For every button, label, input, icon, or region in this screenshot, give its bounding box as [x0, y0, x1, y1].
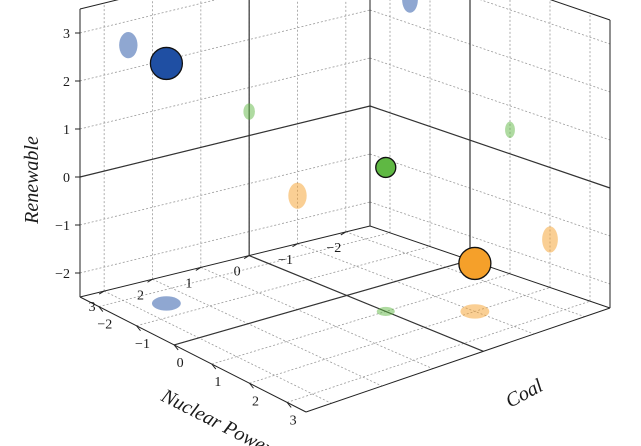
x-tick-mark — [98, 306, 104, 312]
frame-edge — [305, 307, 611, 413]
axis-frame — [75, 0, 611, 413]
x-tick-label: 0 — [177, 356, 184, 371]
x-tick-label: −1 — [135, 337, 150, 352]
back-wall-projection — [542, 226, 558, 253]
left-wall-projection — [119, 32, 138, 59]
back-wall-projection — [505, 121, 515, 139]
y-tick-label: 0 — [234, 265, 241, 280]
z-tick-label: 2 — [63, 75, 70, 90]
y-tick-mark — [243, 255, 250, 260]
x-tick-label: −2 — [97, 318, 112, 333]
z-tick-label: 3 — [63, 27, 70, 42]
z-axis-title: Renewable — [21, 136, 43, 225]
grid-line — [369, 153, 611, 237]
zero-line — [79, 105, 371, 178]
grid-line — [211, 273, 511, 365]
grid-line — [79, 57, 371, 130]
grid-line — [136, 246, 431, 327]
frame-edge — [79, 296, 307, 413]
x-tick-mark — [211, 363, 217, 370]
grid-line — [369, 201, 611, 285]
frame-edge — [79, 0, 119, 10]
left-wall-projection — [243, 103, 255, 120]
x-tick-mark — [286, 402, 292, 408]
y-tick-label: 2 — [137, 288, 144, 303]
grid-line — [79, 0, 217, 34]
z-tick-label: −2 — [55, 267, 70, 282]
x-tick-mark — [249, 382, 254, 389]
x-tick-label: 1 — [214, 375, 221, 390]
y-tick-mark — [340, 231, 347, 236]
back-wall-projection — [402, 0, 418, 13]
x-tick-mark — [136, 325, 141, 332]
y-tick-label: 1 — [185, 276, 192, 291]
y-tick-label: −1 — [278, 253, 293, 268]
tick-labels: −2 −2 −2 −1 −1 −1 0 0 0 1 1 1 2 2 2 3 3 3 — [55, 27, 341, 428]
z-tick-label: 0 — [63, 171, 70, 186]
grid-line — [79, 9, 371, 82]
zero-line — [174, 259, 471, 346]
data-point — [458, 246, 492, 281]
z-tick-label: 1 — [63, 123, 70, 138]
data-point — [375, 156, 397, 179]
y-tick-mark — [195, 266, 202, 271]
grid-line — [287, 300, 591, 403]
y-tick-label: 3 — [89, 300, 96, 315]
grid-line — [369, 57, 611, 141]
frame-edge — [79, 225, 371, 298]
x-axis-title: Coal — [502, 375, 547, 413]
floor-projection — [460, 304, 490, 319]
grid-line — [79, 201, 371, 274]
data-points — [119, 0, 558, 319]
x-tick-mark — [173, 344, 179, 351]
y-tick-label: −2 — [326, 241, 341, 256]
grid-line — [297, 243, 535, 335]
x-tick-label: 2 — [252, 394, 259, 409]
z-tick-label: −1 — [55, 219, 70, 234]
zero-line — [248, 255, 484, 352]
floor-projection — [151, 296, 181, 311]
floor-projection — [376, 306, 395, 316]
zero-line — [369, 105, 611, 189]
y-tick-mark — [98, 290, 105, 295]
frame-edge — [549, 0, 611, 21]
left-wall-projection — [288, 182, 307, 209]
data-point — [149, 46, 184, 81]
grid-line — [79, 153, 371, 226]
grid-line — [369, 9, 611, 93]
y-tick-mark — [292, 243, 298, 248]
x-tick-label: 3 — [290, 413, 297, 428]
y-tick-mark — [147, 278, 153, 283]
grid-line — [249, 287, 551, 384]
